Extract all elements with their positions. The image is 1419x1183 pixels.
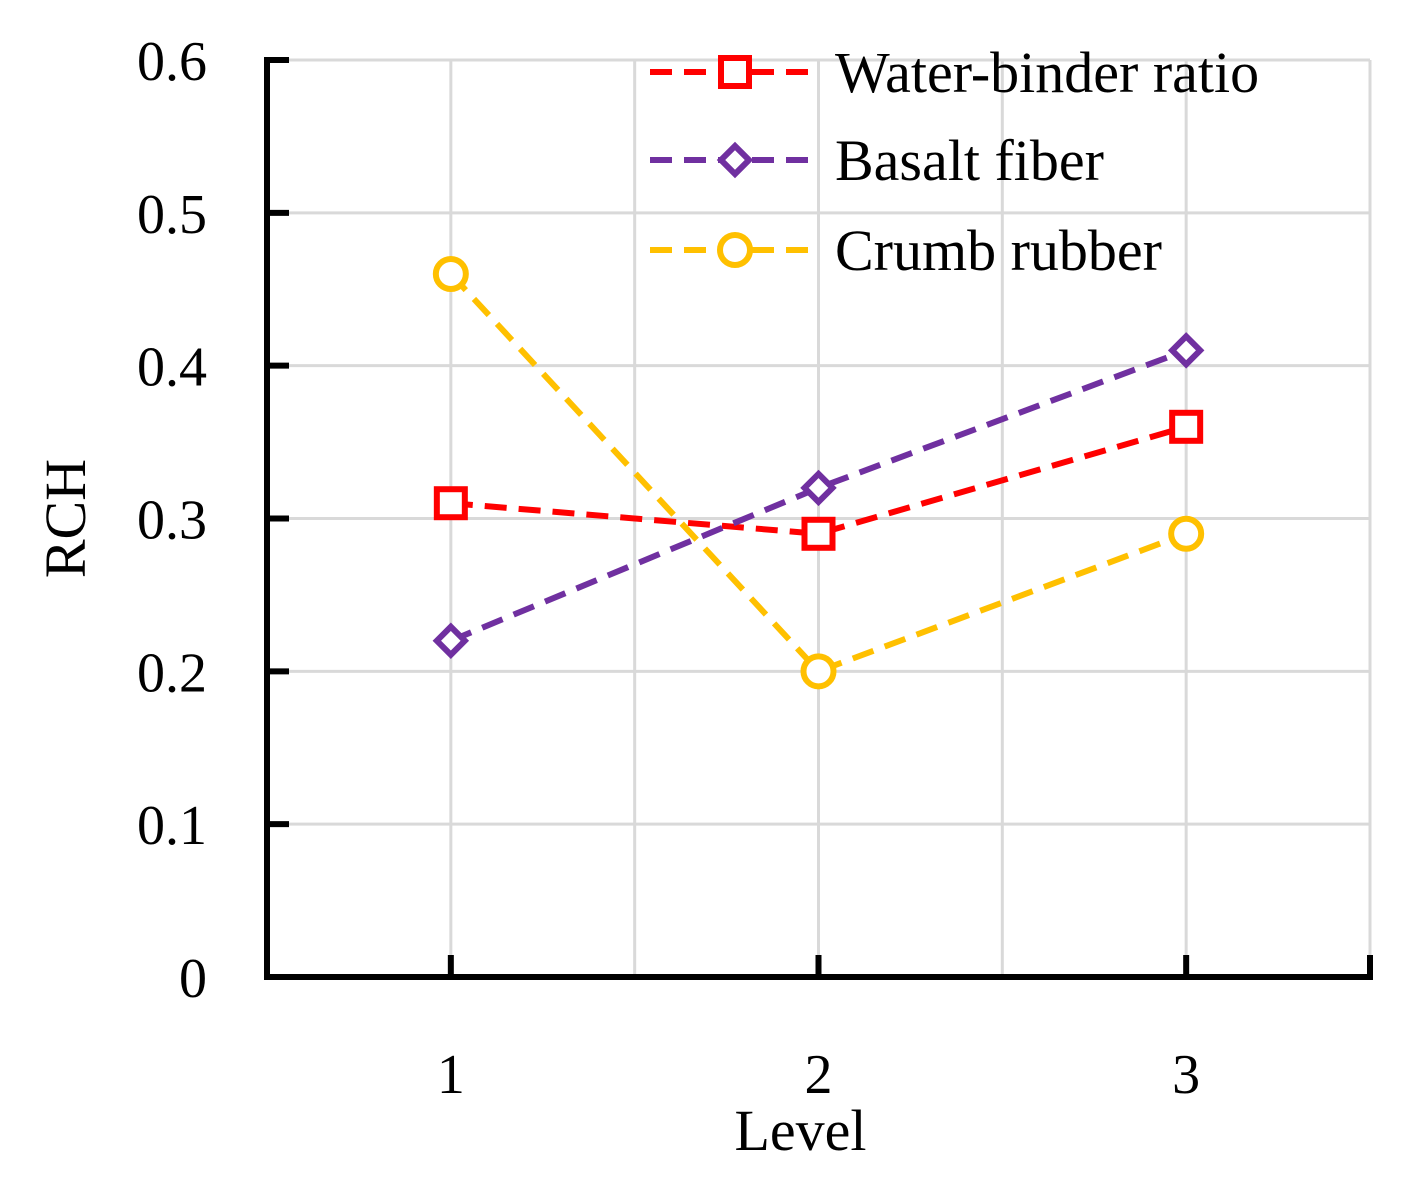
axes xyxy=(264,57,1373,980)
series-line xyxy=(450,423,1188,537)
legend-item: Basalt fiber xyxy=(650,128,1104,193)
data-point xyxy=(1167,332,1205,369)
y-tick-label: 0.6 xyxy=(137,31,207,93)
series-line xyxy=(448,271,1188,675)
data-point xyxy=(800,469,837,507)
y-tick-label: 0.4 xyxy=(137,337,207,399)
legend-item: Crumb rubber xyxy=(650,218,1162,283)
legend-label: Water-binder ratio xyxy=(835,40,1259,105)
data-point xyxy=(1168,515,1205,552)
data-point xyxy=(1169,409,1204,444)
legend-marker xyxy=(717,232,753,268)
y-tick-label: 0.5 xyxy=(137,184,207,246)
legend: Water-binder ratio Basalt fiber Crumb rubb… xyxy=(650,40,1259,283)
legend-item: Water-binder ratio xyxy=(650,40,1259,105)
tick-labels: 0 0.1 0.2 0.3 0.4 0.5 0.6 1 2 3 xyxy=(137,31,1200,1106)
series-group xyxy=(432,255,1205,690)
data-point xyxy=(801,516,836,551)
series-line xyxy=(449,347,1188,644)
series-diamond xyxy=(432,332,1205,660)
series-circle xyxy=(432,255,1205,690)
legend-marker xyxy=(718,55,752,89)
x-axis-title: Level xyxy=(734,1098,866,1163)
x-tick-label: 3 xyxy=(1172,1044,1200,1106)
data-point xyxy=(800,653,837,690)
y-tick-label: 0.2 xyxy=(137,642,207,704)
y-tick-label: 0 xyxy=(179,948,207,1010)
y-tick-label: 0.1 xyxy=(137,795,207,857)
y-tick-label: 0.3 xyxy=(137,490,207,552)
legend-label: Crumb rubber xyxy=(835,218,1162,283)
data-point xyxy=(432,622,470,660)
series-square xyxy=(433,409,1204,551)
data-point xyxy=(433,486,468,521)
x-tick-label: 2 xyxy=(805,1044,833,1106)
x-tick-label: 1 xyxy=(437,1044,465,1106)
data-point xyxy=(432,255,469,292)
legend-label: Basalt fiber xyxy=(835,128,1104,193)
legend-marker xyxy=(716,141,754,179)
y-axis-title: RCH xyxy=(33,459,98,578)
